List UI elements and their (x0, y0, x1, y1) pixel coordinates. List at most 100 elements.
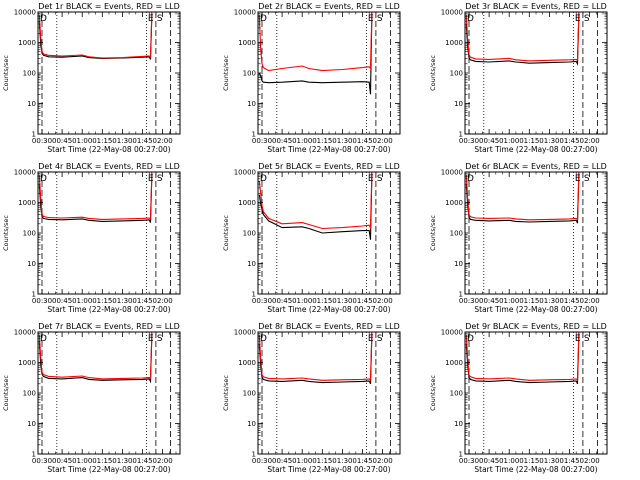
x-tick-label: 01:30 (112, 457, 132, 465)
x-tick-label: 00:30 (459, 137, 479, 145)
marker-d: D (40, 14, 47, 24)
x-tick-label: 00:45 (272, 297, 292, 305)
x-tick-label: 01:45 (352, 137, 372, 145)
y-axis-label: Counts/sec (222, 215, 230, 251)
x-tick-label: 01:00 (499, 137, 519, 145)
events-series-line (465, 173, 580, 224)
plot-area (465, 172, 598, 294)
x-tick-label: 01:30 (112, 297, 132, 305)
marker-e: E (368, 14, 374, 24)
y-tick-label: 10 (454, 260, 463, 268)
x-tick-label: 02:00 (580, 297, 600, 305)
lld-series-line (38, 172, 153, 220)
marker-e: E (575, 14, 581, 24)
y-tick-label: 1000 (445, 359, 463, 367)
panel-2: Det 2r BLACK = Events, RED = LLD 1 10 100 10… (222, 2, 401, 154)
y-tick-label: 100 (450, 230, 463, 238)
marker-e: E (368, 334, 374, 344)
y-tick-label: 100 (243, 70, 256, 78)
events-series-line (465, 333, 580, 385)
y-tick-label: 1 (32, 131, 36, 139)
marker-d: D (40, 174, 47, 184)
x-tick-label: 01:45 (132, 137, 152, 145)
y-tick-label: 10000 (234, 329, 256, 337)
y-tick-label: 10 (454, 100, 463, 108)
panel-title: Det 6r BLACK = Events, RED = LLD (465, 162, 607, 171)
events-series-line (38, 333, 153, 384)
x-tick-label: 02:00 (373, 457, 393, 465)
x-axis-label: Start Time (22-May-08 00:27:00) (47, 305, 170, 314)
y-tick-label: 1 (252, 291, 256, 299)
marker-s: S (377, 14, 383, 24)
y-tick-label: 1000 (18, 199, 36, 207)
y-tick-label: 10 (27, 100, 36, 108)
marker-d: D (260, 174, 267, 184)
y-tick-label: 10000 (441, 9, 463, 17)
lld-series-line (258, 172, 373, 230)
events-series-line (465, 13, 580, 66)
plot-frame (37, 331, 181, 455)
x-tick-label: 00:45 (52, 137, 72, 145)
plot-frame (37, 171, 181, 295)
plot-frame (464, 11, 608, 135)
x-tick-label: 00:30 (252, 137, 272, 145)
x-tick-label: 00:30 (32, 457, 52, 465)
x-tick-label: 02:00 (153, 457, 173, 465)
panel-5: Det 5r BLACK = Events, RED = LLD 1 10 100 10… (222, 162, 401, 314)
marker-s: S (377, 334, 383, 344)
x-tick-label: 01:30 (332, 137, 352, 145)
marker-s: S (157, 14, 163, 24)
panel-title: Det 7r BLACK = Events, RED = LLD (38, 322, 180, 331)
plot-frame (257, 11, 401, 135)
y-tick-label: 100 (23, 230, 36, 238)
marker-d: D (467, 174, 474, 184)
marker-e: E (148, 174, 154, 184)
y-axis-label: Counts/sec (222, 55, 230, 91)
panel-7: Det 7r BLACK = Events, RED = LLD 1 10 100 10… (2, 322, 181, 474)
x-tick-label: 02:00 (373, 297, 393, 305)
x-tick-label: 02:00 (580, 137, 600, 145)
x-tick-label: 01:15 (519, 297, 539, 305)
plot-area (465, 12, 598, 134)
y-tick-label: 10000 (14, 329, 36, 337)
x-tick-label: 01:15 (519, 457, 539, 465)
plot-area (258, 12, 392, 134)
panel-title: Det 2r BLACK = Events, RED = LLD (258, 2, 400, 11)
x-tick-label: 01:00 (292, 457, 312, 465)
marker-e: E (575, 174, 581, 184)
plot-area (465, 332, 598, 454)
x-tick-label: 02:00 (580, 457, 600, 465)
y-tick-label: 10 (247, 420, 256, 428)
plot-area (258, 172, 392, 294)
y-tick-label: 1 (459, 131, 463, 139)
events-series-line (38, 13, 153, 60)
panel-title: Det 3r BLACK = Events, RED = LLD (465, 2, 607, 11)
x-tick-label: 00:45 (52, 297, 72, 305)
panel-1: Det 1r BLACK = Events, RED = LLD 1 10 100 10… (2, 2, 181, 154)
lld-series-line (258, 12, 373, 72)
panel-title: Det 8r BLACK = Events, RED = LLD (258, 322, 400, 331)
x-tick-label: 01:15 (312, 457, 332, 465)
y-tick-label: 1000 (445, 199, 463, 207)
y-axis-label: Counts/sec (2, 375, 10, 411)
x-tick-label: 00:30 (32, 297, 52, 305)
lld-series-line (38, 12, 153, 59)
x-tick-label: 01:30 (539, 457, 559, 465)
x-tick-label: 02:00 (153, 297, 173, 305)
x-tick-label: 01:00 (72, 457, 92, 465)
plot-frame (257, 331, 401, 455)
panel-title: Det 1r BLACK = Events, RED = LLD (38, 2, 180, 11)
panel-3: Det 3r BLACK = Events, RED = LLD 1 10 100 10… (429, 2, 608, 154)
x-tick-label: 02:00 (373, 137, 393, 145)
panel-title: Det 9r BLACK = Events, RED = LLD (465, 322, 607, 331)
marker-s: S (584, 334, 590, 344)
x-tick-label: 01:30 (112, 137, 132, 145)
marker-s: S (157, 334, 163, 344)
y-tick-label: 1 (459, 451, 463, 459)
x-tick-label: 00:30 (252, 457, 272, 465)
y-axis-label: Counts/sec (2, 55, 10, 91)
x-axis-label: Start Time (22-May-08 00:27:00) (474, 145, 597, 154)
plot-frame (37, 11, 181, 135)
x-tick-label: 01:45 (559, 297, 579, 305)
